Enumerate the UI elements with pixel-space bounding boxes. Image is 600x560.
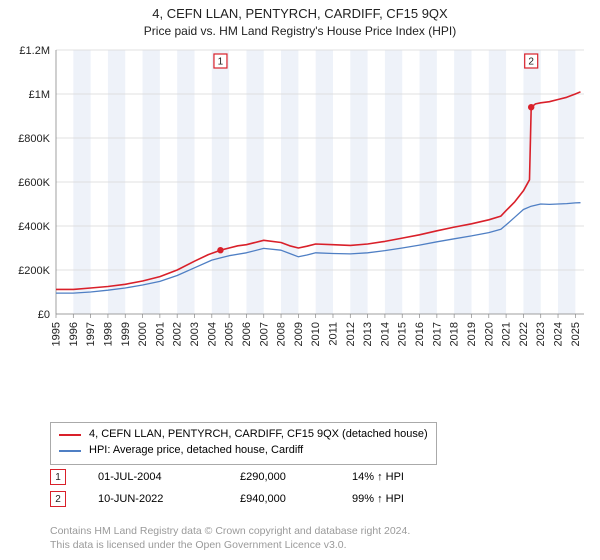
x-tick-label: 2004 [206,322,218,346]
footer-line-2: This data is licensed under the Open Gov… [50,538,410,552]
legend-swatch [59,450,81,452]
y-tick-label: £1M [29,89,50,101]
legend: 4, CEFN LLAN, PENTYRCH, CARDIFF, CF15 9Q… [50,422,437,465]
x-tick-label: 2001 [154,322,166,346]
x-tick-label: 2010 [310,322,322,346]
x-tick-label: 1998 [102,322,114,346]
x-tick-label: 1996 [68,322,80,346]
marker-row-price: £940,000 [240,493,320,505]
sale-marker-dot [528,104,534,110]
sale-marker-dot [217,247,223,253]
x-tick-label: 2023 [535,322,547,346]
y-tick-label: £1.2M [19,45,50,57]
legend-label: HPI: Average price, detached house, Card… [89,443,303,459]
x-tick-label: 2011 [328,322,340,346]
x-tick-label: 2002 [172,322,184,346]
x-tick-label: 2021 [501,322,513,346]
legend-label: 4, CEFN LLAN, PENTYRCH, CARDIFF, CF15 9Q… [89,427,428,443]
x-tick-label: 1997 [85,322,97,346]
x-tick-label: 2020 [483,322,495,346]
chart-area: £0 £200K £400K £600K £800K £1M £1.2M 1995 1996 19… [8,42,592,372]
title-block: 4, CEFN LLAN, PENTYRCH, CARDIFF, CF15 9Q… [0,0,600,38]
chart-container: 4, CEFN LLAN, PENTYRCH, CARDIFF, CF15 9Q… [0,0,600,560]
sale-marker-table: 1 01-JUL-2004 £290,000 14% ↑ HPI 2 10-JUN-202… [50,466,462,510]
x-tick-label: 2005 [224,322,236,346]
x-tick-label: 2013 [362,322,374,346]
marker-row-box: 2 [50,491,66,507]
x-tick-label: 2018 [449,322,461,346]
x-tick-label: 1999 [120,322,132,346]
x-tick-label: 2012 [345,322,357,346]
x-tick-label: 2006 [241,322,253,346]
x-tick-label: 2009 [293,322,305,346]
x-tick-label: 2008 [276,322,288,346]
x-tick-label: 2022 [518,322,530,346]
marker-row-price: £290,000 [240,471,320,483]
marker-row-note: 14% ↑ HPI [352,471,462,483]
x-tick-label: 2016 [414,322,426,346]
legend-row: HPI: Average price, detached house, Card… [59,443,428,459]
marker-row-note: 99% ↑ HPI [352,493,462,505]
x-tick-label: 2000 [137,322,149,346]
x-tick-label: 1995 [51,322,63,346]
y-tick-label: £400K [18,221,50,233]
marker-row-box: 1 [50,469,66,485]
legend-row: 4, CEFN LLAN, PENTYRCH, CARDIFF, CF15 9Q… [59,427,428,443]
marker-row: 1 01-JUL-2004 £290,000 14% ↑ HPI [50,466,462,488]
x-tick-label: 2017 [431,322,443,346]
marker-row-date: 01-JUL-2004 [98,471,208,483]
sale-marker-number: 2 [528,57,534,68]
x-tick-label: 2025 [570,322,582,346]
chart-svg: £0 £200K £400K £600K £800K £1M £1.2M 1995 1996 19… [8,42,592,372]
x-tick-label: 2015 [397,322,409,346]
sale-marker-number: 1 [218,57,224,68]
x-tick-label: 2014 [379,322,391,346]
footer: Contains HM Land Registry data © Crown c… [50,524,410,552]
legend-swatch [59,434,81,436]
y-tick-label: £200K [18,265,50,277]
marker-row: 2 10-JUN-2022 £940,000 99% ↑ HPI [50,488,462,510]
marker-row-date: 10-JUN-2022 [98,493,208,505]
x-tick-label: 2019 [466,322,478,346]
y-tick-label: £0 [38,309,50,321]
y-tick-label: £600K [18,177,50,189]
x-tick-label: 2007 [258,322,270,346]
x-tick-label: 2024 [553,322,565,346]
x-tick-label: 2003 [189,322,201,346]
footer-line-1: Contains HM Land Registry data © Crown c… [50,524,410,538]
title-main: 4, CEFN LLAN, PENTYRCH, CARDIFF, CF15 9Q… [0,6,600,21]
title-sub: Price paid vs. HM Land Registry's House … [0,24,600,38]
y-tick-label: £800K [18,133,50,145]
